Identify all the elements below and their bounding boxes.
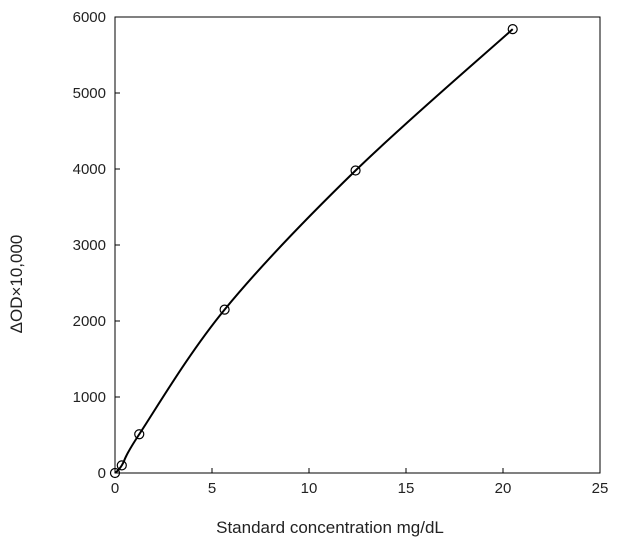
x-tick-label: 0 [111,480,119,497]
x-tick-label: 10 [301,480,318,497]
data-point-marker [350,165,361,176]
data-point-marker [134,429,145,440]
y-tick-label: 3000 [73,237,106,254]
y-tick-label: 5000 [73,85,106,102]
x-tick-label: 15 [398,480,415,497]
y-tick-label: 6000 [73,9,106,26]
y-axis-title: ΔOD×10,000 [7,235,26,334]
y-tick-label: 1000 [73,389,106,406]
plot-frame [114,16,601,474]
x-tick-label: 20 [495,480,512,497]
y-tick-label: 2000 [73,313,106,330]
x-axis-ticks: 0 5 10 15 20 25 [111,468,609,497]
data-point-marker [109,467,121,479]
data-points [109,24,518,479]
x-axis-title: Standard concentration mg/dL [216,518,444,537]
y-axis-ticks: 0 1000 2000 3000 4000 5000 6000 [73,9,120,482]
y-tick-label: 0 [98,465,106,482]
data-point-marker [507,24,518,35]
x-tick-label: 25 [592,480,609,497]
data-point-marker [116,460,127,471]
y-tick-label: 4000 [73,161,106,178]
x-tick-label: 5 [208,480,216,497]
data-point-marker [219,304,230,315]
fit-curve [114,28,514,474]
